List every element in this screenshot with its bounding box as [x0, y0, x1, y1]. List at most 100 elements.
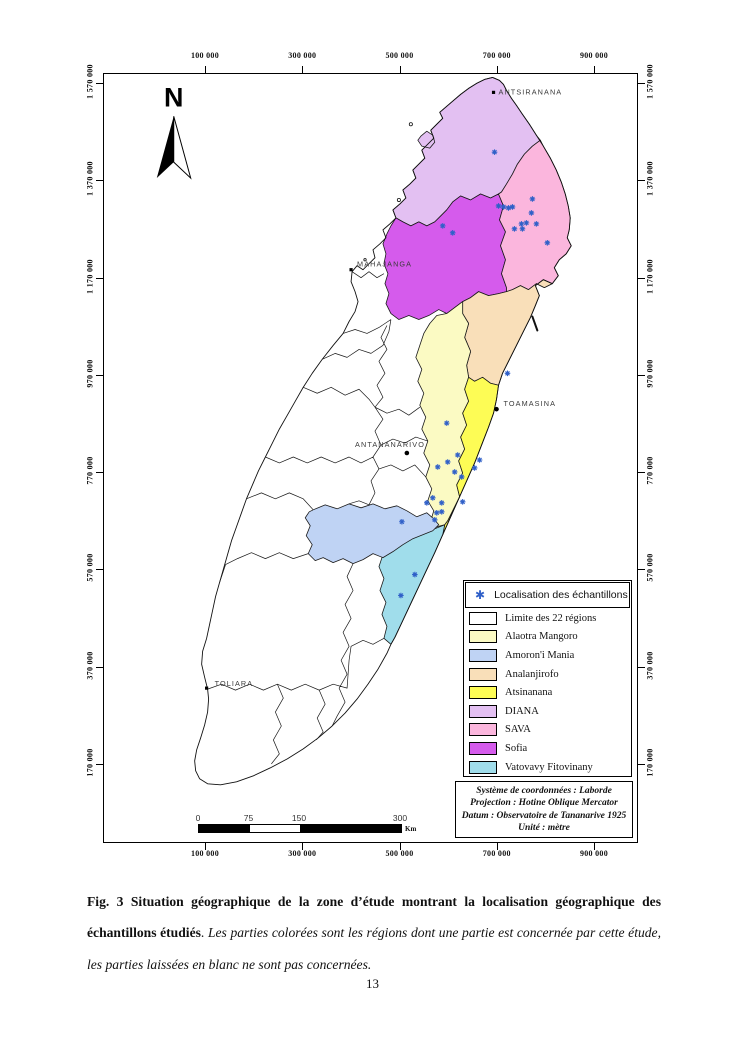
scale-tick-label: 300 — [392, 813, 408, 823]
y-axis-label: 570 000 — [645, 553, 655, 582]
scale-bar-segments — [198, 824, 402, 833]
sample-point-icon — [459, 499, 466, 505]
sample-point-icon — [431, 516, 438, 523]
x-axis-label: 900 000 — [579, 849, 609, 858]
sample-point-icon — [439, 223, 446, 229]
y-axis-tick — [96, 764, 103, 765]
sample-point-icon — [399, 518, 405, 525]
city-dot — [494, 406, 499, 412]
y-axis-tick — [96, 472, 103, 474]
island-nosy-be — [417, 130, 436, 149]
sample-point-icon — [454, 452, 461, 458]
legend-item: Limite des 22 régions — [464, 609, 631, 628]
legend-header-label: Localisation des échantillons — [494, 589, 628, 601]
scale-tick-label: 0 — [195, 813, 201, 823]
legend-swatch — [469, 648, 497, 662]
map-canvas: N ANTSIRANANA MAHAJANGA TOAMASINA ANTANANAR… — [103, 73, 638, 843]
x-axis-label: 900 000 — [579, 51, 609, 60]
sample-point-icon — [438, 509, 445, 515]
city-label: ANTSIRANANA — [499, 87, 563, 96]
y-axis-tick — [638, 83, 645, 84]
legend-item: Vatovavy Fitovinany — [464, 758, 631, 777]
x-axis-label: 300 000 — [288, 849, 317, 858]
y-axis-label: 170 000 — [85, 748, 95, 777]
y-axis-tick — [638, 569, 645, 571]
legend-rows: Limite des 22 régions Alaotra Mangoro Amor… — [464, 609, 631, 776]
legend-item-label: Limite des 22 régions — [505, 612, 597, 624]
city-label: TOAMASINA — [504, 399, 557, 408]
sample-point-icon — [495, 203, 502, 209]
legend-item-label: SAVA — [505, 724, 531, 736]
sample-point-icon — [438, 500, 445, 506]
legend-item-label: Atsinanana — [505, 687, 553, 699]
caption-roman: . — [200, 925, 208, 941]
x-axis-label: 100 000 — [190, 51, 220, 60]
caption-bold: Fig. 3 Situation géographique de la zone… — [87, 893, 661, 941]
city-label: ANTANANARIVO — [355, 440, 425, 449]
legend-item: Sofia — [464, 739, 631, 758]
legend-item: Alaotra Mangoro — [464, 628, 631, 647]
sample-point-icon — [533, 221, 540, 227]
y-axis-tick — [638, 764, 645, 765]
sample-point-icon — [528, 210, 535, 216]
sample-point-icon — [505, 205, 512, 211]
y-axis-label: 1 170 000 — [85, 258, 95, 294]
x-axis-tick — [594, 843, 595, 850]
info-line: Projection : Hotine Oblique Mercator — [470, 798, 618, 809]
y-axis-label: 1 170 000 — [645, 258, 655, 294]
legend-item-label: Vatovavy Fitovinany — [505, 761, 593, 773]
sample-point-icon — [500, 204, 507, 210]
region-alaotra-mangoro — [415, 301, 472, 528]
sample-point-icon — [398, 592, 404, 599]
x-axis-label: 700 000 — [482, 51, 511, 60]
x-axis-tick — [399, 843, 401, 850]
sample-point-icon — [444, 459, 451, 465]
legend-header: ✱ Localisation des échantillons — [465, 582, 630, 608]
sample-point-icon — [443, 420, 450, 426]
info-line: Datum : Observatoire de Tananarive 1925 — [461, 810, 627, 821]
x-axis-tick — [302, 843, 304, 850]
legend-item: Atsinanana — [464, 683, 631, 702]
y-axis-label: 370 000 — [85, 651, 95, 680]
sample-point-icon — [544, 240, 551, 246]
y-axis-tick — [96, 374, 103, 376]
madagascar-map: N ANTSIRANANA MAHAJANGA TOAMASINA ANTANANAR… — [156, 76, 572, 786]
sample-points — [398, 149, 551, 599]
sample-point-icon — [518, 221, 525, 227]
sample-point-icon — [451, 469, 458, 475]
region-amoroni-mania — [304, 503, 440, 565]
y-axis-tick — [638, 374, 645, 376]
sample-point-icon — [511, 226, 518, 232]
city-label: MAHAJANGA — [357, 260, 412, 269]
y-axis-tick — [638, 180, 645, 182]
figure-caption: Fig. 3 Situation géographique de la zone… — [87, 886, 661, 981]
y-axis-tick — [96, 666, 103, 668]
sample-point-icon — [433, 510, 440, 516]
y-axis-label: 170 000 — [645, 748, 655, 777]
legend-swatch — [469, 611, 497, 625]
y-axis-tick — [96, 277, 103, 279]
legend-swatch — [469, 723, 497, 737]
legend-swatch — [469, 667, 497, 681]
legend-swatch — [469, 686, 497, 700]
coordinate-system-box: Système de coordonnées : Laborde Project… — [455, 781, 633, 838]
legend-item-label: Sofia — [505, 742, 528, 754]
sample-point-icon — [476, 457, 483, 463]
x-axis-tick — [302, 66, 304, 73]
sample-point-icon — [434, 464, 441, 470]
x-axis-label: 500 000 — [385, 51, 414, 60]
scale-bar: 0 75 150 300 Km — [195, 813, 428, 839]
x-axis-label: 100 000 — [190, 849, 220, 858]
legend-item: SAVA — [464, 721, 631, 740]
north-arrow: N — [156, 82, 192, 180]
sample-point-icon — [423, 500, 430, 506]
x-axis-tick — [205, 66, 206, 73]
scale-tick-label: 150 — [291, 813, 307, 823]
legend-swatch — [469, 630, 497, 644]
x-axis-label: 700 000 — [482, 849, 511, 858]
scale-unit: Km — [405, 825, 417, 833]
legend-item: Amoron'i Mania — [464, 646, 631, 665]
y-axis-label: 770 000 — [85, 456, 95, 485]
city-dot — [349, 268, 353, 272]
